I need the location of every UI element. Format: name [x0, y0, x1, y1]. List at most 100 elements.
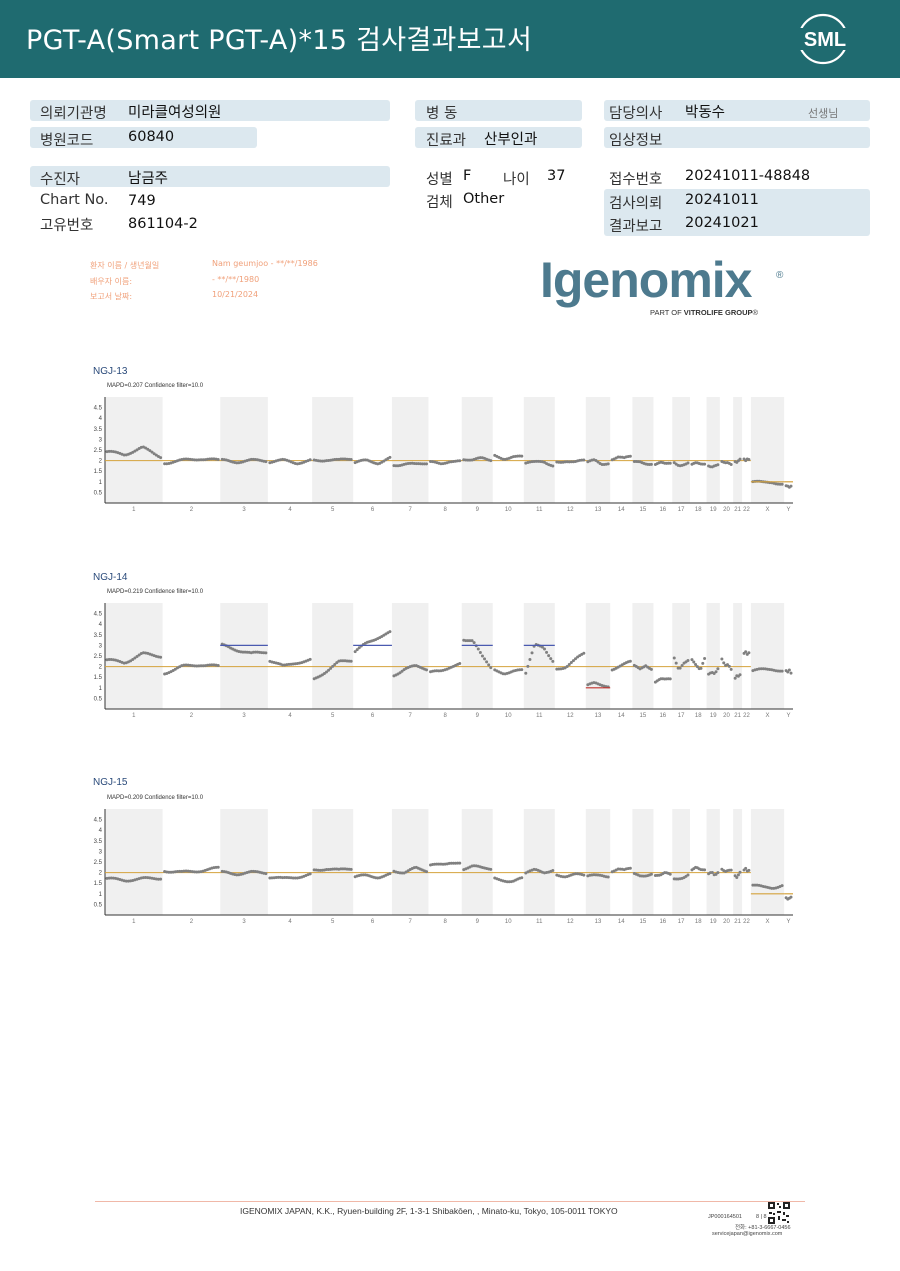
chromosome-band: [706, 603, 720, 709]
data-point: [291, 876, 295, 880]
data-point: [649, 667, 653, 671]
y-tick-label: 2.5: [94, 448, 103, 454]
x-tick-label: 14: [618, 919, 625, 925]
y-tick-label: 0.5: [94, 490, 103, 496]
x-tick-label: 17: [678, 919, 685, 925]
data-point: [780, 669, 784, 673]
data-point: [744, 650, 748, 654]
report-date-value: 10/21/2024: [212, 290, 259, 299]
x-tick-label: Y: [787, 507, 791, 513]
data-point: [738, 673, 742, 677]
chart-title: NGJ-15: [93, 777, 128, 788]
data-point: [135, 655, 139, 659]
data-point: [668, 872, 672, 876]
patient-value: 남금주: [128, 171, 169, 187]
x-tick-label: 3: [242, 713, 246, 719]
institution-row: [30, 100, 390, 121]
data-point: [729, 667, 733, 671]
data-point: [146, 447, 150, 451]
x-tick-label: X: [766, 713, 770, 719]
x-tick-label: 15: [640, 713, 647, 719]
chromosome-band: [312, 397, 354, 503]
x-tick-label: 5: [331, 919, 335, 925]
data-point: [649, 872, 653, 876]
x-tick-label: 3: [242, 919, 246, 925]
data-point: [524, 671, 528, 675]
data-point: [264, 872, 268, 876]
chromosome-band: [220, 603, 268, 709]
data-point: [551, 869, 555, 873]
data-point: [281, 876, 285, 880]
chromosome-band: [632, 603, 654, 709]
data-point: [738, 870, 742, 874]
data-point: [747, 868, 751, 872]
x-tick-label: 6: [371, 713, 375, 719]
data-point: [349, 457, 353, 461]
data-point: [182, 869, 186, 873]
chart-no-label: Chart No.: [40, 192, 109, 208]
data-point: [703, 868, 707, 872]
x-tick-label: 5: [331, 507, 335, 513]
data-point: [476, 647, 480, 651]
footer-divider: [95, 1201, 805, 1202]
data-point: [105, 450, 109, 454]
x-tick-label: X: [766, 919, 770, 925]
data-point: [276, 875, 280, 879]
data-point: [722, 661, 726, 665]
y-tick-label: 2.5: [94, 860, 103, 866]
chromosome-band: [461, 603, 493, 709]
age-label: 나이: [503, 172, 530, 188]
data-point: [545, 650, 549, 654]
x-tick-label: 7: [409, 919, 413, 925]
data-point: [714, 872, 718, 876]
chromosome-band: [706, 397, 720, 503]
x-tick-label: 12: [567, 507, 574, 513]
data-point: [107, 876, 111, 880]
clinical-info-label: 임상정보: [609, 133, 663, 149]
hospital-code-row: [30, 127, 257, 148]
data-point: [169, 870, 173, 874]
data-point: [789, 895, 793, 899]
igenomix-registered: ®: [776, 270, 784, 281]
data-point: [331, 664, 335, 668]
data-point: [163, 462, 167, 466]
data-point: [175, 870, 179, 874]
x-tick-label: 16: [659, 919, 666, 925]
data-point: [716, 667, 720, 671]
data-point: [425, 462, 429, 466]
data-point: [720, 657, 724, 661]
data-point: [458, 459, 462, 463]
data-point: [628, 866, 632, 870]
data-point: [786, 670, 790, 674]
chart-title: NGJ-14: [93, 572, 128, 583]
data-point: [308, 657, 312, 661]
data-point: [216, 865, 220, 869]
data-point: [264, 651, 268, 655]
sex-label: 성별: [426, 172, 453, 188]
data-point: [480, 654, 484, 658]
data-point: [729, 868, 733, 872]
data-point: [714, 670, 718, 674]
chromosome-band: [672, 397, 690, 503]
data-point: [144, 876, 148, 880]
age-value: 37: [547, 168, 566, 184]
data-point: [435, 862, 439, 866]
chromosome-band: [391, 809, 429, 915]
report-header: PGT-A(Smart PGT-A)*15 검사결과보고서 SML: [0, 0, 900, 78]
x-tick-label: 18: [695, 713, 702, 719]
chromosome-band: [632, 397, 654, 503]
sml-logo: SML: [796, 13, 854, 65]
request-value: 20241011: [685, 192, 759, 208]
chromosome-band: [523, 603, 555, 709]
data-point: [210, 663, 214, 667]
y-tick-label: 4.5: [94, 818, 103, 824]
data-point: [710, 871, 714, 875]
data-point: [520, 454, 524, 458]
x-tick-label: 16: [659, 713, 666, 719]
footer-doc-code: JP000164501: [708, 1214, 742, 1220]
qr-code-icon: [768, 1202, 790, 1224]
doctor-suffix: 선생님: [808, 107, 839, 120]
data-point: [468, 458, 472, 462]
department-value: 산부인과: [484, 132, 538, 148]
receipt-no-label: 접수번호: [609, 172, 663, 188]
